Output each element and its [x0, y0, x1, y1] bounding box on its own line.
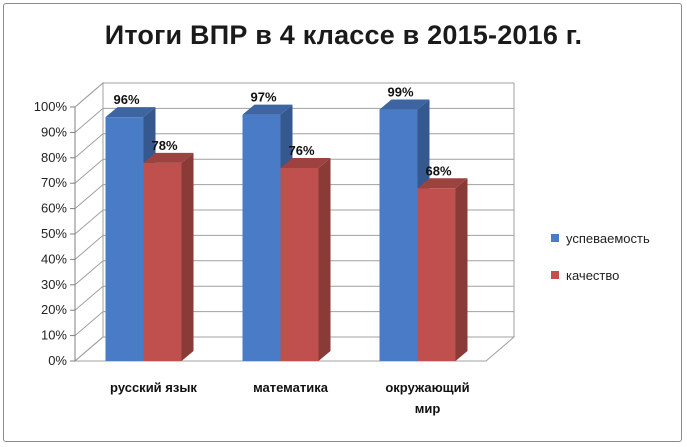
bar-качество-2 — [417, 188, 456, 361]
gridline-side — [74, 260, 104, 286]
y-tick-label: 90% — [41, 124, 67, 139]
y-tick-label: 0% — [48, 353, 67, 368]
data-label-успеваемость-0: 96% — [113, 92, 139, 107]
data-label-качество-1: 76% — [288, 143, 314, 158]
gridline-side — [74, 108, 104, 133]
gridline-side — [74, 184, 104, 209]
bar-top-качество-0 — [143, 152, 194, 163]
data-label-качество-2: 68% — [425, 163, 451, 178]
bar-top-успеваемость-1 — [242, 104, 293, 115]
y-tick-label: 30% — [41, 277, 67, 292]
legend: успеваемость качество — [551, 228, 650, 302]
x-category-label: мир — [415, 401, 441, 416]
y-tick-label: 80% — [41, 150, 67, 165]
bar-side-качество-1 — [318, 157, 331, 361]
bar-top-успеваемость-2 — [379, 99, 430, 110]
y-tick-label: 70% — [41, 175, 67, 190]
bar-качество-0 — [143, 162, 182, 361]
legend-swatch-uspevaemost — [551, 234, 559, 242]
bar-top-качество-1 — [280, 157, 331, 168]
data-label-успеваемость-2: 99% — [387, 85, 413, 100]
y-tick-label: 60% — [41, 201, 67, 216]
y-tick-label: 40% — [41, 251, 67, 266]
bar-top-качество-2 — [417, 178, 468, 189]
x-category-label: окружающий — [385, 380, 469, 395]
y-tick-label: 100% — [34, 99, 68, 114]
bar-успеваемость-1 — [242, 114, 281, 362]
bar-качество-1 — [280, 167, 319, 361]
gridline-side — [74, 209, 104, 235]
x-category-label: математика — [253, 380, 329, 395]
gridline-side — [74, 336, 104, 362]
x-category-label: русский язык — [110, 380, 197, 395]
y-tick-label: 20% — [41, 302, 67, 317]
data-label-качество-0: 78% — [151, 138, 177, 153]
bar-side-качество-2 — [455, 178, 468, 361]
y-tick-label: 50% — [41, 226, 67, 241]
data-label-успеваемость-1: 97% — [250, 90, 276, 105]
gridline-side — [74, 235, 104, 260]
legend-item-kachestvo: качество — [551, 265, 650, 285]
bar-успеваемость-2 — [379, 109, 418, 361]
chart-title: Итоги ВПР в 4 классе в 2015-2016 г. — [104, 20, 583, 50]
bar-успеваемость-0 — [105, 117, 144, 361]
legend-item-uspevaemost: успеваемость — [551, 228, 650, 248]
gridline-side — [74, 82, 104, 108]
legend-swatch-kachestvo — [551, 271, 559, 279]
legend-label-kachestvo: качество — [566, 267, 620, 283]
gridline-side — [74, 133, 104, 159]
gridline-side — [74, 311, 104, 336]
gridline-side — [74, 158, 104, 184]
legend-label-uspevaemost: успеваемость — [566, 230, 650, 246]
y-tick-label: 10% — [41, 328, 67, 343]
bar-top-успеваемость-0 — [105, 107, 156, 118]
bar-side-качество-0 — [181, 152, 194, 361]
gridline-side — [74, 285, 104, 311]
